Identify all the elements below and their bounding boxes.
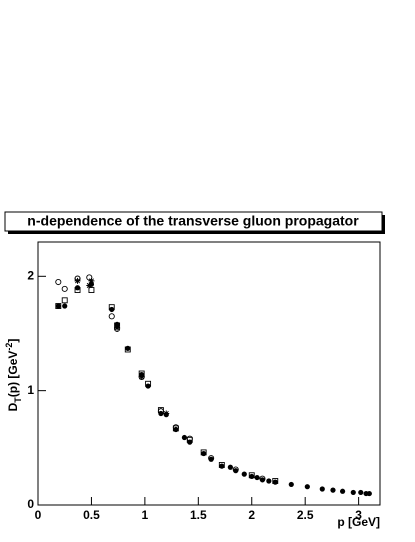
point: [181, 434, 188, 441]
point: [172, 425, 179, 432]
x-tick-label: 2: [248, 508, 255, 522]
y-label-sub: T: [13, 397, 23, 403]
point: [145, 380, 152, 387]
point: [86, 282, 93, 289]
point: [227, 464, 233, 470]
point: [232, 466, 239, 473]
point: [62, 303, 68, 309]
y-tick-label: 0: [27, 497, 34, 511]
x-tick-label: 2.5: [297, 508, 314, 522]
y-label-main: D: [6, 402, 20, 411]
y-label-mid: (p) [GeV: [6, 351, 20, 398]
point: [114, 324, 121, 331]
plot-frame: [37, 241, 381, 506]
x-tick-label: 0: [35, 508, 42, 522]
y-axis-label: DT(p) [GeV-2]: [4, 339, 23, 412]
point: [248, 472, 255, 479]
point: [124, 346, 131, 353]
point: [55, 278, 62, 286]
point: [200, 449, 207, 456]
point: [201, 450, 207, 457]
point: [339, 488, 346, 494]
point: [74, 287, 81, 293]
point: [249, 473, 255, 480]
point: [366, 490, 372, 497]
point: [266, 478, 272, 484]
y-tick-label: 1: [27, 383, 34, 397]
point: [254, 474, 260, 481]
x-tick-label: 0.5: [83, 508, 100, 522]
point: [218, 462, 225, 468]
point: [55, 303, 62, 309]
point: [108, 313, 115, 320]
point: [88, 277, 95, 284]
point: [61, 297, 68, 304]
point: [272, 479, 278, 485]
point: [138, 373, 145, 380]
point: [330, 487, 336, 493]
point: [55, 303, 61, 309]
point: [319, 486, 325, 492]
point: [163, 410, 170, 417]
point: [304, 484, 310, 490]
y-label-sup: -2: [4, 343, 14, 351]
point: [288, 481, 294, 488]
point: [208, 455, 215, 462]
x-tick-label: 1.5: [190, 508, 207, 522]
point: [108, 304, 115, 311]
point: [74, 277, 81, 284]
chart-title: n-dependence of the transverse gluon pro…: [27, 213, 359, 229]
point: [86, 274, 93, 281]
y-tick-label: 2: [27, 268, 34, 282]
point: [186, 436, 193, 443]
title-box: [4, 211, 383, 232]
point: [61, 285, 68, 292]
point: [358, 489, 364, 496]
point: [219, 463, 225, 469]
point: [272, 478, 279, 484]
point: [259, 475, 266, 482]
x-tick-label: 1: [142, 508, 149, 522]
point: [157, 407, 164, 414]
x-axis-label: p [GeV]: [337, 515, 380, 529]
point: [125, 345, 131, 351]
point: [241, 471, 247, 477]
point: [350, 489, 356, 496]
x-tick-label: 3: [355, 508, 362, 522]
y-label-end: ]: [6, 339, 20, 343]
